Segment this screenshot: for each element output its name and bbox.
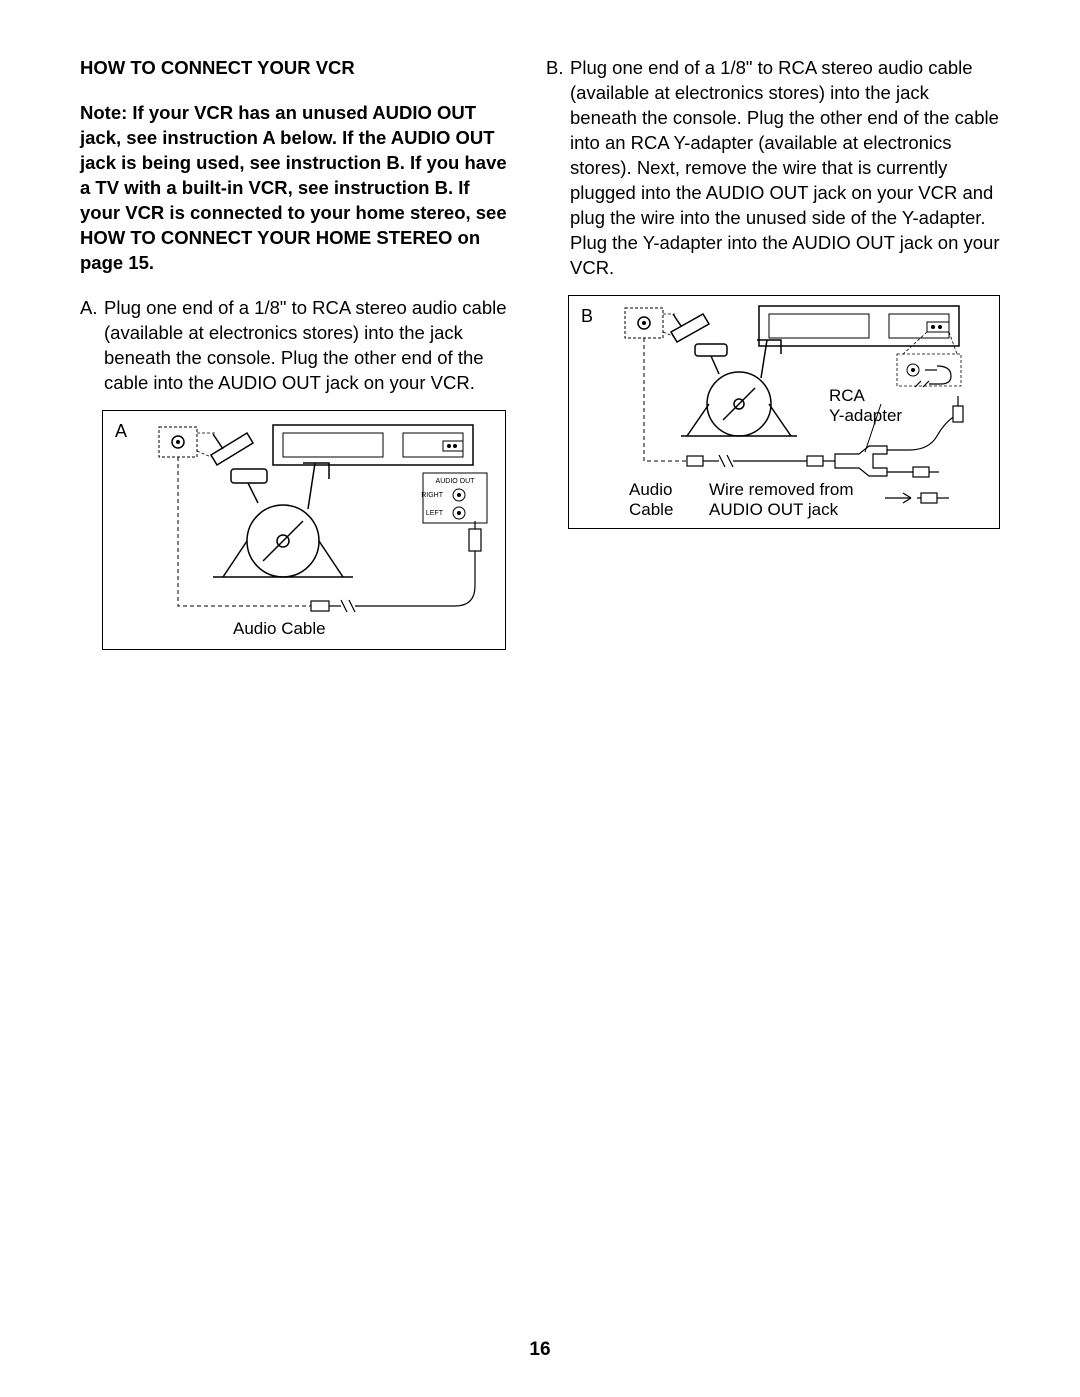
audio-cable-label: Audio Cable bbox=[233, 619, 326, 639]
diagram-a-letter: A bbox=[115, 419, 127, 443]
instruction-b-body: Plug one end of a 1/8" to RCA stereo aud… bbox=[570, 56, 1000, 281]
instruction-a-body: Plug one end of a 1/8" to RCA stereo aud… bbox=[104, 296, 510, 396]
page-number: 16 bbox=[0, 1339, 1080, 1361]
audio-out-label: AUDIO OUT bbox=[436, 478, 476, 485]
right-label: RIGHT bbox=[421, 492, 444, 499]
left-column: HOW TO CONNECT YOUR VCR Note: If your VC… bbox=[80, 56, 510, 650]
instruction-a: A. Plug one end of a 1/8" to RCA stereo … bbox=[80, 296, 510, 396]
audio-cable-label-b: Audio Cable bbox=[629, 480, 673, 521]
rca-y-adapter-label: RCA Y-adapter bbox=[829, 386, 902, 427]
instruction-a-letter: A. bbox=[80, 296, 104, 396]
diagram-b-letter: B bbox=[581, 304, 593, 328]
left-label: LEFT bbox=[426, 510, 444, 517]
diagram-b: B bbox=[568, 295, 1000, 529]
wire-removed-label: Wire removed from AUDIO OUT jack bbox=[709, 480, 854, 521]
page-content: HOW TO CONNECT YOUR VCR Note: If your VC… bbox=[0, 0, 1080, 690]
section-heading: HOW TO CONNECT YOUR VCR bbox=[80, 56, 510, 81]
instruction-b: B. Plug one end of a 1/8" to RCA stereo … bbox=[546, 56, 1000, 281]
diagram-a-svg: AUDIO OUT RIGHT LEFT bbox=[103, 411, 507, 651]
instruction-b-letter: B. bbox=[546, 56, 570, 281]
diagram-a: A AUDIO OUT RIGHT LEFT bbox=[102, 410, 506, 650]
right-column: B. Plug one end of a 1/8" to RCA stereo … bbox=[546, 56, 1000, 650]
note-paragraph: Note: If your VCR has an unused AUDIO OU… bbox=[80, 101, 510, 276]
